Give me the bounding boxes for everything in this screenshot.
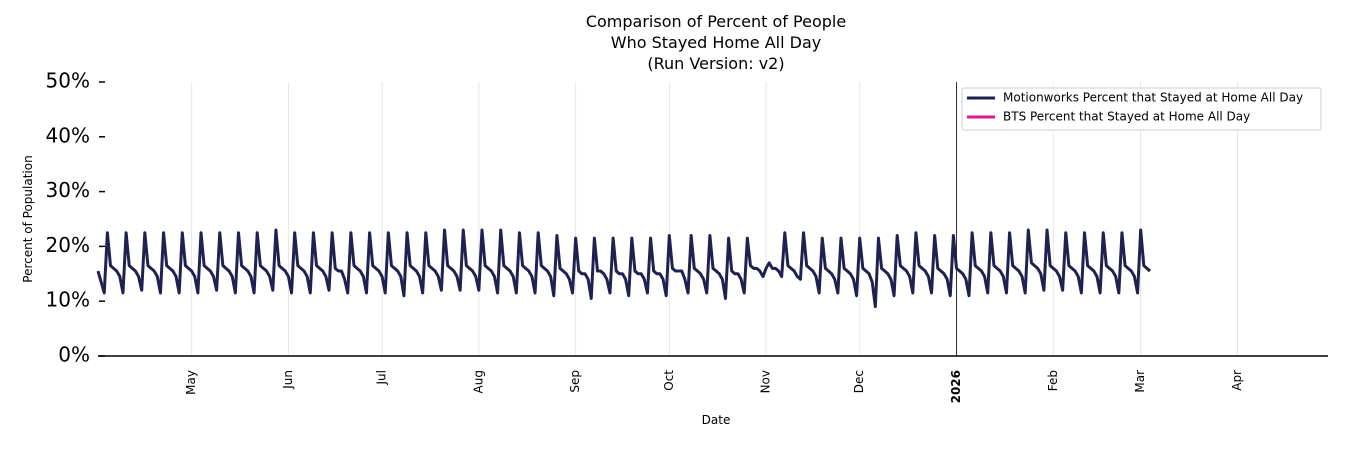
series-line-0	[96, 228, 1152, 309]
x-tick-label: Jul	[375, 370, 389, 385]
y-axis-label: Percent of Population	[21, 155, 35, 282]
x-tick-label: Mar	[1133, 370, 1147, 393]
x-tick-label: May	[184, 370, 198, 395]
x-tick-label: Sep	[568, 370, 582, 393]
x-tick-label: Dec	[852, 370, 866, 393]
legend: Motionworks Percent that Stayed at Home …	[961, 87, 1322, 131]
y-axis: 0% 10% 20% 30% 40% 50%	[46, 69, 105, 367]
x-tick-label: Apr	[1230, 370, 1244, 391]
chart-title-line-2: Who Stayed Home All Day	[611, 33, 821, 52]
x-axis: May Jun Jul Aug Sep Oct Nov Dec 2026 Feb Mar Apr	[98, 355, 1328, 403]
y-tick-label: 10%	[46, 288, 90, 312]
legend-label-0: Motionworks Percent that Stayed at Home …	[1003, 91, 1303, 105]
y-tick-label: 20%	[46, 233, 90, 257]
y-tick-label: 0%	[58, 343, 90, 367]
legend-box	[961, 87, 1322, 131]
x-tick-label: Oct	[662, 370, 676, 391]
y-tick-label: 40%	[46, 123, 90, 147]
legend-label-1: BTS Percent that Stayed at Home All Day	[1003, 110, 1250, 124]
x-tick-label: Aug	[471, 370, 485, 393]
y-tick-label: 50%	[46, 69, 90, 93]
x-tick-label: 2026	[949, 370, 963, 403]
y-tick-label: 30%	[46, 178, 90, 202]
x-tick-label: Feb	[1046, 370, 1060, 391]
x-tick-label: Jun	[281, 370, 295, 390]
chart-title-line-1: Comparison of Percent of People	[586, 12, 846, 31]
x-axis-label: Date	[702, 413, 731, 427]
chart-title-line-3: (Run Version: v2)	[647, 54, 784, 73]
x-tick-label: Nov	[759, 370, 773, 393]
series-lines	[96, 228, 1152, 309]
